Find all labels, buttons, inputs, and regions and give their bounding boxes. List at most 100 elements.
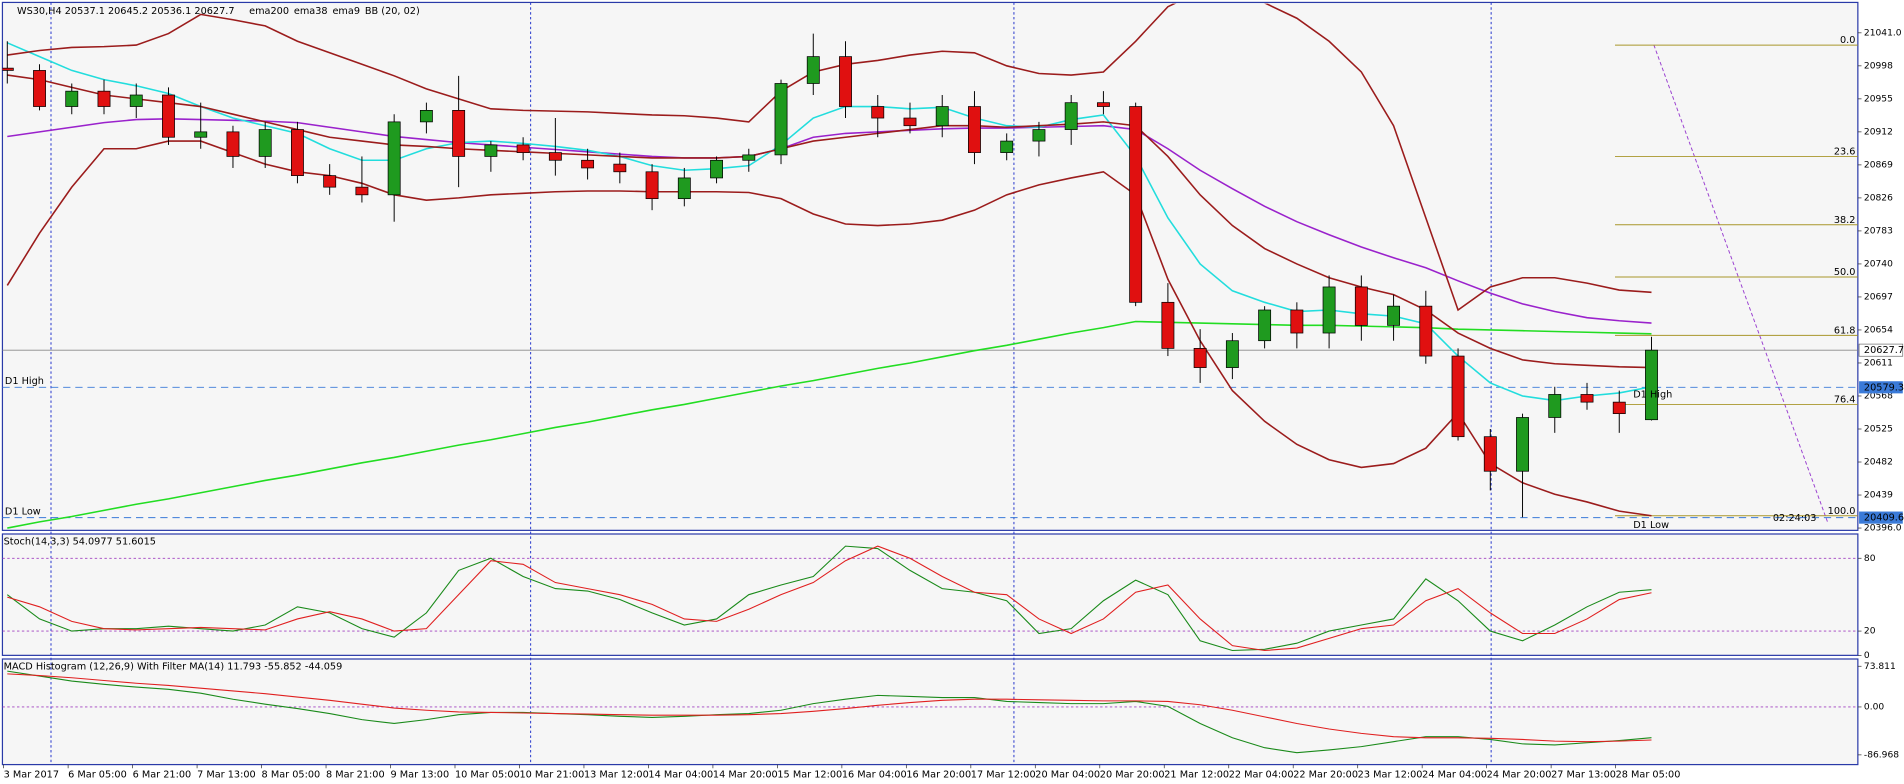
indicator-line	[6, 42, 1652, 402]
candle-body	[258, 129, 272, 157]
candle-body	[613, 163, 627, 173]
candle-body	[1000, 140, 1014, 153]
candle-body	[65, 90, 79, 107]
candle-body	[323, 175, 337, 188]
candle-body	[1387, 305, 1401, 326]
x-tick-label: 17 Mar 12:00	[971, 769, 1036, 780]
y-tick-label: 20912	[1864, 127, 1893, 137]
x-tick-label: 14 Mar 04:00	[648, 769, 713, 780]
x-tick-label: 8 Mar 21:00	[326, 769, 385, 780]
y-tick-label: 20439	[1864, 491, 1893, 501]
fibo-label: 23.6	[1834, 147, 1856, 158]
price-line-label: D1 High	[1633, 390, 1672, 401]
y-tick-label: 21041.0	[1864, 28, 1902, 38]
candle-body	[1032, 129, 1046, 142]
x-tick-label: 3 Mar 2017	[4, 769, 59, 780]
y-tick-label: 20396.0	[1864, 524, 1902, 534]
x-tick-label: 8 Mar 05:00	[262, 769, 321, 780]
panel-layer	[2, 3, 1858, 529]
indicator-line	[7, 3, 1652, 312]
candle-body	[1580, 394, 1594, 403]
axis: 0 20 80	[1857, 554, 1876, 661]
x-tick-label: 10 Mar 21:00	[519, 769, 584, 780]
candle-body	[1064, 102, 1078, 130]
candle-body	[387, 121, 401, 196]
candle-body	[516, 144, 530, 153]
x-tick-label: 10 Mar 05:00	[455, 769, 520, 780]
x-tick-label: 16 Mar 04:00	[842, 769, 907, 780]
y-tick-label: 20568	[1864, 391, 1893, 401]
price-line-label: D1 High	[5, 376, 44, 387]
candle-body	[1645, 349, 1658, 421]
y-tick-label: 20783	[1864, 226, 1893, 236]
x-tick-label: 9 Mar 13:00	[391, 769, 450, 780]
candle-body	[1451, 355, 1465, 438]
x-tick-label: 24 Mar 04:00	[1422, 769, 1487, 780]
candle-body	[1516, 417, 1529, 472]
x-tick-label: 16 Mar 20:00	[906, 769, 971, 780]
candle-body	[1161, 301, 1175, 349]
fibo-label: 0.0	[1840, 35, 1855, 46]
candle-body	[645, 171, 659, 200]
candle-body	[484, 144, 498, 157]
price-box	[1859, 381, 1903, 394]
y-tick-label: 80	[1864, 554, 1876, 564]
indicator-line	[7, 670, 1652, 754]
candle-body	[903, 117, 917, 127]
candle-body	[194, 131, 208, 138]
candle-body	[774, 83, 788, 156]
y-tick-label: 0	[1864, 651, 1870, 661]
candle-body	[1096, 102, 1110, 107]
candle-body	[1419, 305, 1433, 357]
candle-body	[935, 106, 949, 127]
y-tick-label: -86.968	[1864, 750, 1899, 760]
candle-body	[581, 159, 595, 169]
y-tick-label: 20654	[1864, 325, 1893, 335]
price-box-label: 20579.3	[1864, 382, 1904, 393]
candle-body	[839, 56, 852, 107]
last-price-label: 20627.7	[1864, 345, 1904, 356]
candle-body	[1548, 394, 1562, 418]
stoch-panel	[1, 533, 1859, 656]
panel-layer	[2, 670, 1858, 754]
y-tick-label: 20955	[1864, 94, 1893, 104]
legend-entry: BB (20, 02)	[365, 6, 420, 17]
legend-entry: ema9	[332, 6, 360, 17]
x-tick-label: 22 Mar 04:00	[1229, 769, 1294, 780]
candle-body	[1322, 286, 1336, 334]
candle-body	[129, 94, 143, 107]
x-tick-label: 24 Mar 20:00	[1487, 769, 1552, 780]
candle-body	[1354, 286, 1368, 326]
countdown-timer: 02:24:03	[1773, 513, 1817, 524]
y-tick-label: 0.00	[1864, 702, 1884, 712]
x-tick-label: 20 Mar 20:00	[1100, 769, 1165, 780]
candle-body	[291, 129, 304, 176]
macd-panel	[1, 658, 1859, 766]
candle-body	[355, 186, 369, 196]
fibo-label: 100.0	[1828, 506, 1856, 517]
stoch-title: Stoch(14,3,3) 54.0977 51.6015	[4, 536, 156, 547]
fibo-label: 61.8	[1834, 325, 1856, 336]
panel-layer	[2, 545, 1858, 652]
y-tick-label: 20525	[1864, 425, 1893, 435]
indicator-line	[7, 74, 1652, 369]
candle-body	[452, 110, 466, 157]
candle-body	[419, 110, 433, 123]
x-tick-label: 21 Mar 12:00	[1164, 769, 1229, 780]
y-tick-label: 20998	[1864, 61, 1893, 71]
candle-body	[226, 131, 240, 157]
x-tick-label: 22 Mar 20:00	[1293, 769, 1358, 780]
last-price-box	[1858, 343, 1904, 357]
y-tick-label: 20869	[1864, 160, 1893, 170]
fibo-label: 76.4	[1834, 395, 1856, 406]
x-tick-label: 6 Mar 21:00	[133, 769, 192, 780]
indicator-line	[7, 118, 1652, 324]
x-tick-label: 6 Mar 05:00	[68, 769, 127, 780]
candle-body	[1258, 309, 1272, 342]
x-tick-label: 14 Mar 20:00	[713, 769, 778, 780]
main-panel	[1, 1, 1859, 531]
x-tick-label: 20 Mar 04:00	[1035, 769, 1100, 780]
candle-body	[710, 159, 723, 179]
